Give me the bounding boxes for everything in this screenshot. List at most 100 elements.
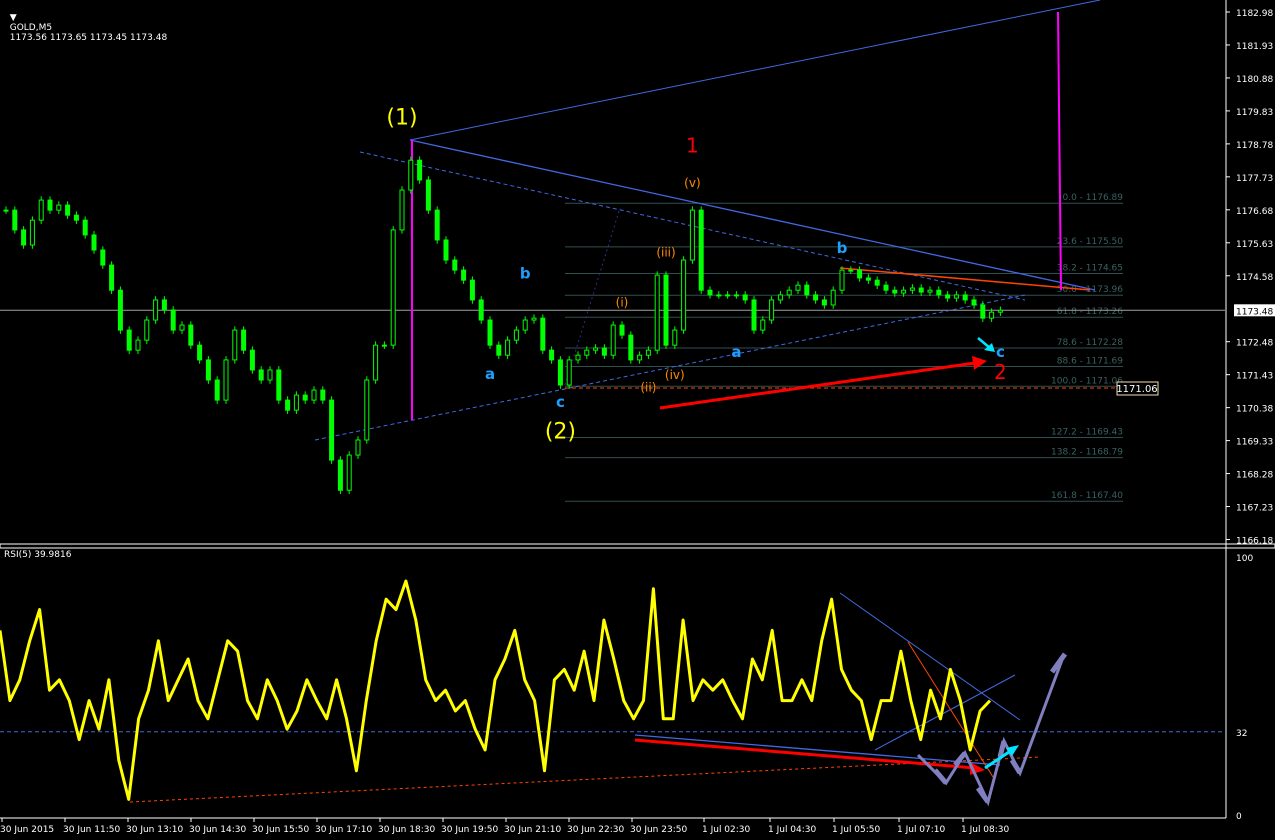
candle-body bbox=[707, 289, 713, 296]
price-tag-label: 1171.06 bbox=[1116, 384, 1157, 395]
candle-body bbox=[883, 284, 889, 291]
wave-label: (iii) bbox=[656, 245, 675, 259]
candle-body bbox=[126, 329, 132, 351]
wave-label: (2) bbox=[545, 419, 576, 444]
candle-body bbox=[135, 339, 141, 351]
candle-body bbox=[857, 269, 863, 279]
candle-body bbox=[848, 269, 854, 272]
price-tick-label: 1176.68 bbox=[1236, 207, 1273, 217]
candle-body bbox=[241, 329, 247, 351]
candle-body bbox=[813, 294, 819, 301]
candle-body bbox=[364, 379, 370, 441]
candle-body bbox=[989, 311, 995, 319]
fib-level-label: 0.0 - 1176.89 bbox=[1063, 193, 1124, 203]
candle-body bbox=[971, 299, 977, 306]
candle-body bbox=[777, 294, 783, 301]
wave-label: (ii) bbox=[640, 380, 656, 394]
candle-body bbox=[434, 209, 440, 241]
candle-body bbox=[320, 389, 326, 401]
fib-level-label: 23.6 - 1175.50 bbox=[1057, 237, 1123, 247]
candle-body bbox=[417, 159, 423, 181]
candle-body bbox=[628, 334, 634, 361]
candle-body bbox=[892, 289, 898, 294]
candle-body bbox=[82, 219, 88, 236]
candle-body bbox=[381, 344, 387, 347]
candle-body bbox=[540, 317, 546, 351]
rsi-tick-label: 100 bbox=[1236, 554, 1253, 564]
candle-body bbox=[513, 329, 519, 341]
candle-body bbox=[786, 289, 792, 296]
candle-body bbox=[733, 294, 739, 297]
candle-body bbox=[346, 454, 352, 491]
candle-body bbox=[830, 289, 836, 306]
projection-arrow-icon bbox=[953, 751, 967, 767]
candle-body bbox=[496, 344, 502, 356]
price-tick-label: 1175.63 bbox=[1236, 240, 1273, 250]
candle-body bbox=[795, 284, 801, 291]
price-tick-label: 1168.28 bbox=[1236, 471, 1273, 481]
resistance-line bbox=[839, 267, 1091, 291]
current-price-label: 1173.48 bbox=[1236, 307, 1273, 317]
candle-body bbox=[742, 294, 748, 301]
rsi-cyan-arrow bbox=[984, 748, 1013, 770]
price-tick-label: 1171.43 bbox=[1236, 372, 1273, 382]
candle-body bbox=[390, 229, 396, 346]
triangle-lower-dashed-line bbox=[314, 294, 1026, 441]
candle-body bbox=[901, 289, 907, 294]
projection-path bbox=[916, 659, 1064, 807]
candle-body bbox=[610, 324, 616, 356]
candle-body bbox=[197, 344, 203, 361]
rsi-support-dashed-line bbox=[129, 756, 1041, 803]
time-tick-label: 30 Jun 15:50 bbox=[252, 825, 309, 835]
candle-body bbox=[962, 294, 968, 301]
wave-label: 1 bbox=[686, 134, 699, 158]
candle-body bbox=[337, 459, 343, 491]
time-tick-label: 30 Jun 2015 bbox=[0, 825, 54, 835]
rsi-pane bbox=[0, 579, 1225, 807]
candle-body bbox=[56, 204, 62, 211]
candle-body bbox=[205, 359, 211, 381]
candle-body bbox=[531, 317, 537, 321]
candle-body bbox=[953, 294, 959, 299]
candle-body bbox=[469, 279, 475, 301]
candle-body bbox=[505, 339, 511, 356]
fib-level-label: 138.2 - 1168.79 bbox=[1051, 448, 1123, 458]
candle-body bbox=[839, 269, 845, 291]
candle-body bbox=[487, 319, 493, 346]
time-tick-label: 1 Jul 07:10 bbox=[897, 825, 946, 835]
candle-body bbox=[909, 287, 915, 291]
candle-body bbox=[751, 299, 757, 331]
candle-body bbox=[188, 324, 194, 346]
candle-body bbox=[73, 214, 79, 221]
candle-body bbox=[276, 369, 282, 401]
price-tick-label: 1181.93 bbox=[1236, 42, 1273, 52]
candle-body bbox=[170, 309, 176, 331]
arrow-head-icon bbox=[984, 343, 995, 352]
price-tick-label: 1180.88 bbox=[1236, 75, 1273, 85]
candle-body bbox=[293, 394, 299, 411]
triangle-down-icon[interactable]: ▼ bbox=[9, 13, 17, 23]
time-tick-label: 30 Jun 23:50 bbox=[630, 825, 687, 835]
channel-upper-line bbox=[409, 0, 1101, 141]
magenta-target-line bbox=[1057, 11, 1062, 291]
candle-body bbox=[566, 359, 572, 386]
candle-body bbox=[311, 389, 317, 401]
red-divergence-arrow bbox=[659, 361, 976, 410]
price-tick-label: 1174.58 bbox=[1236, 273, 1273, 283]
candle-body bbox=[760, 319, 766, 331]
time-tick-label: 30 Jun 22:30 bbox=[567, 825, 624, 835]
time-tick-label: 1 Jul 02:30 bbox=[702, 825, 751, 835]
candle-body bbox=[443, 239, 449, 261]
price-tick-label: 1172.48 bbox=[1236, 339, 1273, 349]
candle-body bbox=[38, 199, 44, 221]
candle-body bbox=[214, 379, 220, 401]
candle-body bbox=[593, 347, 599, 351]
arrow-head-icon bbox=[1006, 745, 1019, 756]
fib-level-label: 88.6 - 1171.69 bbox=[1057, 357, 1123, 367]
candle-body bbox=[821, 299, 827, 306]
symbol-label: GOLD,M5 bbox=[9, 23, 53, 33]
candle-body bbox=[654, 274, 660, 351]
time-tick-label: 30 Jun 18:30 bbox=[378, 825, 435, 835]
candle-body bbox=[302, 394, 308, 401]
candle-body bbox=[689, 209, 695, 261]
